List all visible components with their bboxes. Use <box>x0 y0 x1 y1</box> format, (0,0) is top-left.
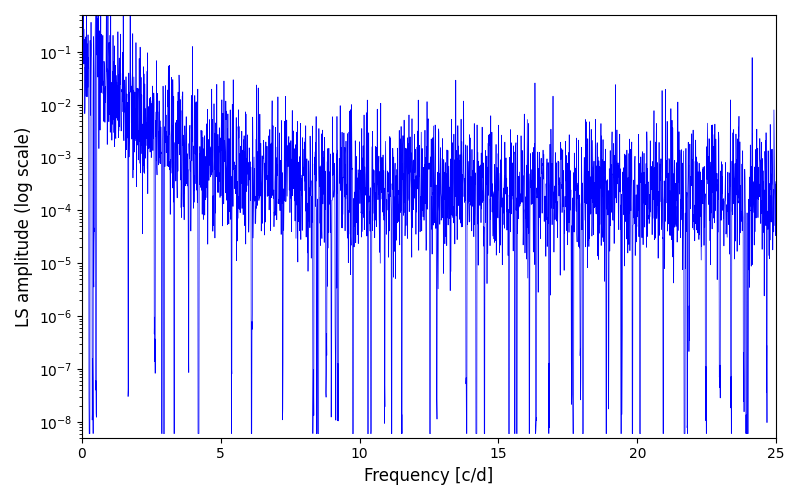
Y-axis label: LS amplitude (log scale): LS amplitude (log scale) <box>15 126 33 326</box>
X-axis label: Frequency [c/d]: Frequency [c/d] <box>364 467 494 485</box>
